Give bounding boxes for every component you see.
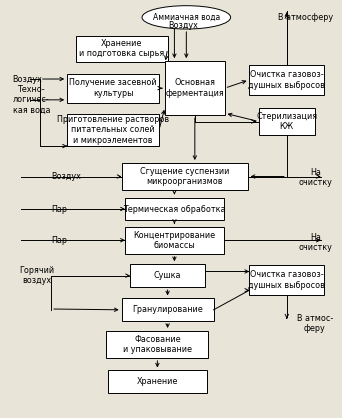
FancyBboxPatch shape [125, 198, 224, 220]
FancyBboxPatch shape [122, 298, 213, 321]
Ellipse shape [142, 6, 231, 29]
Text: Получение засевной
культуры: Получение засевной культуры [69, 79, 157, 98]
Text: На
очистку: На очистку [299, 233, 333, 252]
FancyBboxPatch shape [130, 264, 205, 287]
Text: Концентрирование
биомассы: Концентрирование биомассы [133, 231, 215, 250]
Text: Воздух: Воздух [51, 172, 81, 181]
Text: Гранулирование: Гранулирование [132, 305, 203, 314]
FancyBboxPatch shape [259, 108, 315, 135]
Text: В атмосферу: В атмосферу [278, 13, 333, 22]
FancyBboxPatch shape [108, 370, 207, 393]
FancyBboxPatch shape [165, 61, 225, 115]
Text: Горячий
воздух: Горячий воздух [19, 266, 55, 285]
Text: Стерилизация
КЖ: Стерилизация КЖ [256, 112, 317, 131]
Text: Воздух: Воздух [168, 21, 198, 30]
Text: Техно-
логичес-
кая вода: Техно- логичес- кая вода [13, 85, 50, 115]
Text: Очистка газовоз-
душных выбросов: Очистка газовоз- душных выбросов [248, 270, 325, 290]
FancyBboxPatch shape [249, 265, 324, 295]
FancyBboxPatch shape [67, 74, 159, 103]
FancyBboxPatch shape [106, 331, 209, 358]
FancyBboxPatch shape [125, 227, 224, 254]
FancyBboxPatch shape [67, 114, 159, 146]
Text: Хранение: Хранение [137, 377, 178, 386]
Text: Аммиачная вода: Аммиачная вода [153, 13, 220, 22]
Text: Сгущение суспензии
микроорганизмов: Сгущение суспензии микроорганизмов [140, 167, 229, 186]
Text: Термическая обработка: Термическая обработка [123, 204, 226, 214]
Text: На
очистку: На очистку [299, 168, 333, 187]
Text: Пар: Пар [51, 236, 67, 245]
Text: Фасование
и упаковывание: Фасование и упаковывание [123, 335, 192, 354]
Text: Хранение
и подготовка сырья: Хранение и подготовка сырья [79, 39, 164, 58]
FancyBboxPatch shape [76, 36, 168, 61]
FancyBboxPatch shape [122, 163, 248, 190]
Text: Пар: Пар [51, 204, 67, 214]
FancyBboxPatch shape [249, 65, 324, 95]
Text: Основная
ферментация: Основная ферментация [166, 79, 224, 98]
Text: Приготовление растворов
питательных солей
и микроэлементов: Приготовление растворов питательных соле… [57, 115, 169, 145]
Text: Сушка: Сушка [154, 271, 181, 280]
Text: В атмос-
феру: В атмос- феру [297, 314, 333, 333]
Text: Воздух: Воздух [13, 74, 42, 84]
Text: Очистка газовоз-
душных выбросов: Очистка газовоз- душных выбросов [248, 70, 325, 89]
